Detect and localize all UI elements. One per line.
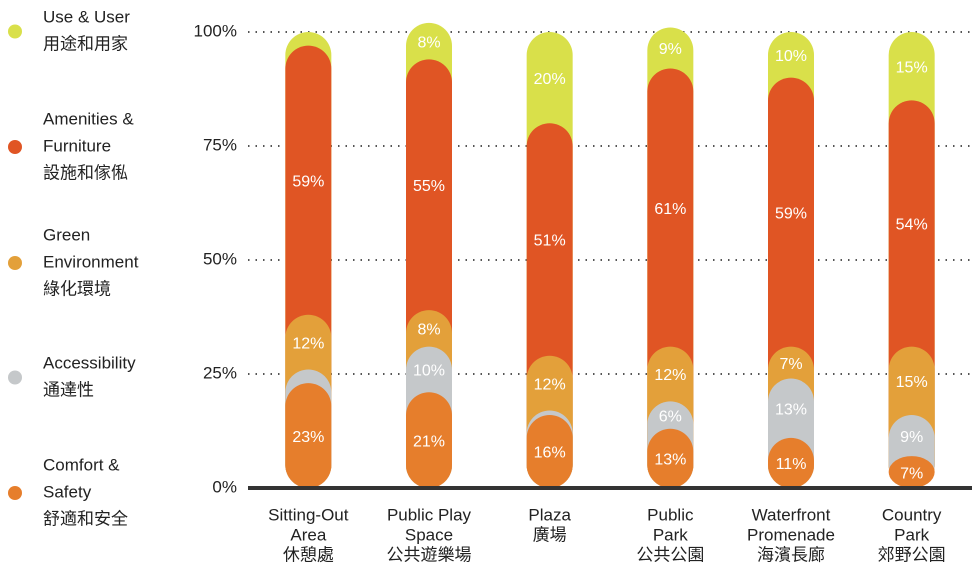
legend-label: 舒適和安全 <box>43 509 128 528</box>
legend-label: 綠化環境 <box>43 279 111 298</box>
legend-label: Amenities & <box>43 109 134 128</box>
data-label: 6% <box>659 408 682 425</box>
legend-label: Use & User <box>43 7 130 26</box>
x-tick-label: Waterfront <box>752 505 831 524</box>
x-tick-label: Country <box>882 505 942 524</box>
bar-segment <box>285 383 332 488</box>
legend-swatch <box>8 256 22 270</box>
x-tick-label: 公共遊樂場 <box>387 545 472 564</box>
data-label: 23% <box>292 429 324 446</box>
legend-swatch <box>8 486 22 500</box>
x-tick-label: 公共公園 <box>636 545 704 564</box>
bar-segment <box>647 428 694 488</box>
legend-label: Furniture <box>43 136 111 155</box>
data-label: 12% <box>534 376 566 393</box>
data-label: 7% <box>779 356 802 373</box>
data-label: 21% <box>413 433 445 450</box>
data-label: 9% <box>900 429 923 446</box>
legend-label: 通達性 <box>43 380 94 399</box>
legend-swatch <box>8 370 22 385</box>
data-label: 15% <box>896 374 928 391</box>
legend-label: 設施和傢俬 <box>43 163 128 182</box>
legend-label: Comfort & <box>43 455 120 474</box>
x-tick-label: 休憩處 <box>283 545 334 564</box>
x-tick-label: Plaza <box>528 505 571 524</box>
y-tick-label: 75% <box>203 135 237 154</box>
data-label: 12% <box>292 335 324 352</box>
data-label: 54% <box>896 217 928 234</box>
legend-label: Accessibility <box>43 353 136 372</box>
data-label: 55% <box>413 178 445 195</box>
bar-segment <box>768 437 814 488</box>
legend-label: Environment <box>43 252 139 271</box>
bar-segment <box>526 415 573 488</box>
bar-segment <box>888 456 935 488</box>
data-label: 13% <box>775 401 807 418</box>
data-label: 10% <box>775 48 807 65</box>
legend-label: Green <box>43 225 90 244</box>
data-label: 12% <box>654 367 686 384</box>
data-label: 8% <box>417 34 440 51</box>
legend-label: 用途和用家 <box>43 34 128 53</box>
bar-segment <box>406 392 452 488</box>
data-label: 59% <box>292 173 324 190</box>
data-label: 16% <box>534 445 566 462</box>
data-label: 15% <box>896 59 928 76</box>
data-label: 10% <box>413 363 445 380</box>
y-tick-label: 0% <box>212 477 237 496</box>
x-tick-label: Sitting-Out <box>268 505 349 524</box>
x-tick-label: 海濱長廊 <box>757 545 825 564</box>
x-tick-label: Park <box>653 525 688 544</box>
data-label: 59% <box>775 205 807 222</box>
x-tick-label: Area <box>290 525 326 544</box>
data-label: 9% <box>659 41 682 58</box>
data-label: 7% <box>900 465 923 482</box>
x-tick-label: Public Play <box>387 505 472 524</box>
y-tick-label: 25% <box>203 363 237 382</box>
data-label: 11% <box>776 456 807 473</box>
x-tick-label: Park <box>894 525 929 544</box>
x-tick-label: 廣場 <box>533 525 567 544</box>
data-label: 61% <box>654 201 686 218</box>
data-label: 13% <box>654 452 686 469</box>
x-tick-label: Public <box>647 505 694 524</box>
x-tick-label: 郊野公園 <box>878 545 946 564</box>
data-label: 8% <box>417 322 440 339</box>
y-tick-label: 100% <box>194 21 237 40</box>
x-tick-label: Promenade <box>747 525 835 544</box>
legend-swatch <box>8 24 22 39</box>
x-tick-label: Space <box>405 525 453 544</box>
legend-label: Safety <box>43 482 92 501</box>
legend-swatch <box>8 140 22 154</box>
data-label: 51% <box>534 233 566 250</box>
data-label: 20% <box>534 71 566 88</box>
y-tick-label: 50% <box>203 249 237 268</box>
